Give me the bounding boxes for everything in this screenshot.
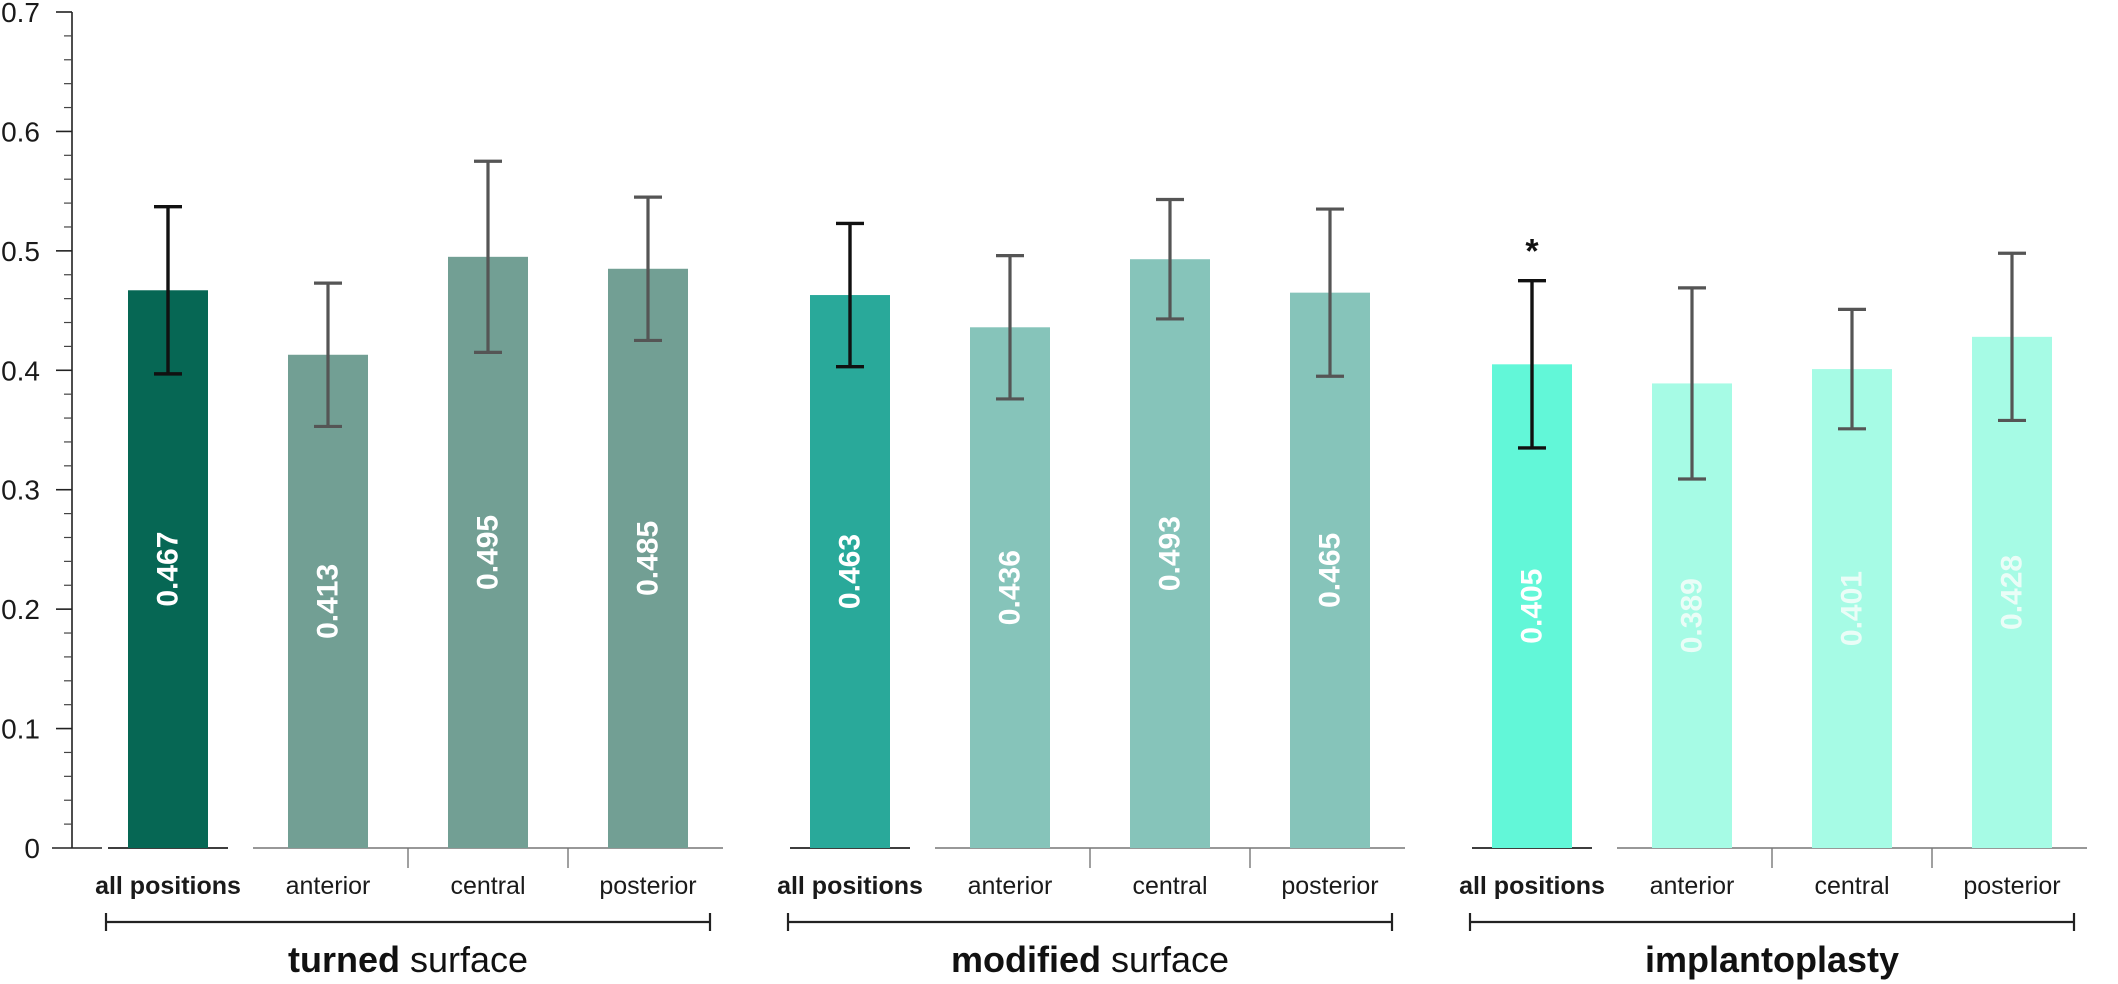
bar (128, 290, 208, 849)
category-label: posterior (1963, 872, 2060, 900)
group-title-rest: surface (1101, 939, 1229, 980)
bar-group: 0.467 all positions 0.413 anterior 0.495 cent… (95, 159, 723, 980)
bar-value-label: 0.495 (472, 515, 505, 590)
y-tick-label: 0.7 (1, 0, 40, 28)
bar-group: 0.405 * all positions 0.389 anterior 0.401 cen… (1459, 233, 2087, 980)
group-title-bold: turned (288, 939, 400, 980)
bar (1290, 292, 1370, 849)
y-tick-label: 0.4 (1, 355, 40, 386)
bar-value-label: 0.405 (1516, 569, 1549, 644)
category-label: all positions (777, 872, 923, 900)
bar-value-label: 0.428 (1996, 555, 2029, 630)
category-label: central (1132, 872, 1207, 900)
bar-value-label: 0.436 (994, 550, 1027, 625)
category-label: anterior (286, 872, 371, 900)
significance-marker: * (1525, 233, 1539, 271)
y-tick-label: 0 (24, 833, 40, 864)
bar-value-label: 0.467 (152, 532, 185, 607)
group-title-bold: modified (951, 939, 1101, 980)
y-tick-label: 0.6 (1, 116, 40, 147)
category-label: all positions (1459, 872, 1605, 900)
bar-value-label: 0.413 (312, 564, 345, 639)
category-label: anterior (968, 872, 1053, 900)
bar-value-label: 0.485 (632, 521, 665, 596)
bar-value-label: 0.389 (1676, 578, 1709, 653)
y-tick-label: 0.3 (1, 475, 40, 506)
category-label: posterior (1281, 872, 1378, 900)
bar-value-label: 0.401 (1836, 571, 1869, 646)
bar (1812, 369, 1892, 848)
category-label: central (1814, 872, 1889, 900)
group-title-rest: surface (400, 939, 528, 980)
y-axis: 0 0.1 0.2 0.3 0.4 0.5 0.6 0.7 (1, 0, 102, 864)
category-label: all positions (95, 872, 241, 900)
bar-value-label: 0.463 (834, 534, 867, 609)
y-tick-label: 0.1 (1, 714, 40, 745)
bar-groups: 0.467 all positions 0.413 anterior 0.495 cent… (95, 159, 2087, 980)
group-title: turned surface (288, 939, 528, 980)
bar-value-label: 0.465 (1314, 533, 1347, 608)
bar (608, 268, 688, 848)
y-tick-label: 0.5 (1, 236, 40, 267)
bar (970, 327, 1050, 848)
group-title-bold: implantoplasty (1645, 939, 1899, 980)
bar (810, 295, 890, 848)
bar (1130, 259, 1210, 848)
category-label: anterior (1650, 872, 1735, 900)
bar (448, 256, 528, 848)
group-title: modified surface (951, 939, 1229, 980)
y-tick-label: 0.2 (1, 594, 40, 625)
category-label: central (450, 872, 525, 900)
group-title: implantoplasty (1645, 939, 1899, 980)
bar-value-label: 0.493 (1154, 516, 1187, 591)
category-label: posterior (599, 872, 696, 900)
bar (288, 354, 368, 848)
bar-group: 0.463 all positions 0.436 anterior 0.493 cent… (777, 197, 1405, 980)
